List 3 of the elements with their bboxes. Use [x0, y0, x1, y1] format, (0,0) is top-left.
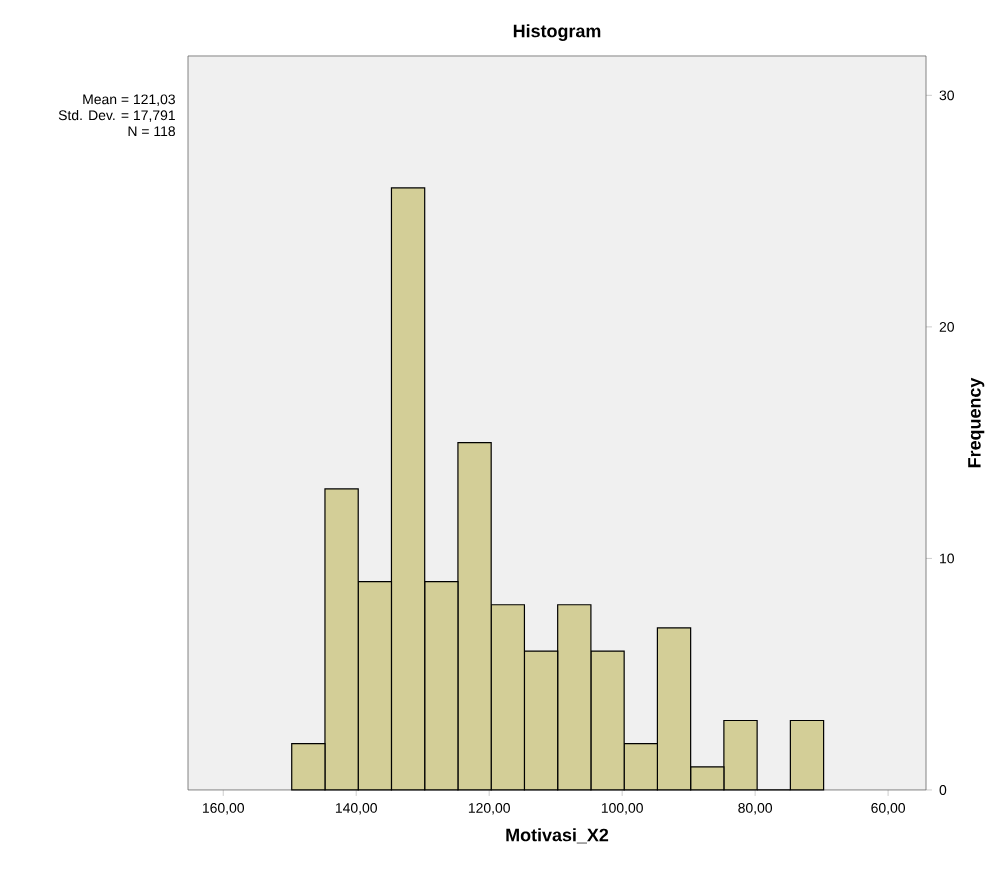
chart-title: Histogram — [513, 24, 601, 41]
x-axis-title: Motivasi_X2 — [506, 828, 609, 844]
y-axis-title: Frequency — [968, 377, 985, 468]
